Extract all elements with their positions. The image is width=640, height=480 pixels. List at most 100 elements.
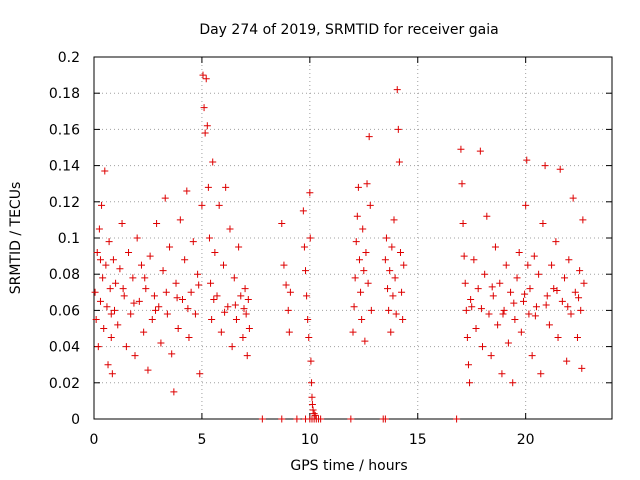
- data-point: [504, 339, 512, 347]
- data-point: [521, 290, 529, 298]
- chart-title: Day 274 of 2019, SRMTID for receiver gai…: [199, 22, 498, 38]
- data-point: [545, 321, 553, 329]
- data-point: [350, 303, 358, 311]
- data-point: [476, 147, 484, 155]
- data-point: [150, 292, 158, 300]
- data-point: [170, 388, 178, 396]
- data-point: [103, 303, 111, 311]
- data-point: [541, 162, 549, 170]
- data-point: [385, 306, 393, 314]
- data-point: [393, 86, 401, 94]
- x-tick-label: 20: [517, 432, 535, 448]
- data-point: [208, 315, 216, 323]
- data-point: [317, 415, 325, 423]
- data-point: [453, 415, 461, 423]
- data-point: [125, 248, 133, 256]
- x-tick-labels: 0 5 10 15 20: [90, 432, 535, 448]
- data-point: [513, 274, 521, 282]
- data-point: [116, 265, 124, 273]
- data-point: [155, 303, 163, 311]
- data-point: [142, 285, 150, 293]
- data-point: [457, 145, 465, 153]
- data-point: [303, 292, 311, 300]
- data-point: [477, 305, 485, 313]
- data-point: [389, 292, 397, 300]
- y-axis-title: SRMTID / TECUs: [8, 182, 24, 295]
- data-point: [394, 125, 402, 133]
- data-point: [278, 415, 286, 423]
- data-point: [308, 401, 316, 409]
- data-point: [577, 306, 585, 314]
- data-point: [286, 288, 294, 296]
- data-point: [309, 406, 317, 414]
- data-point: [284, 306, 292, 314]
- data-point: [520, 297, 528, 305]
- data-point: [399, 315, 407, 323]
- data-point: [472, 325, 480, 332]
- y-tick-label: 0.08: [49, 267, 80, 283]
- data-point: [388, 243, 396, 251]
- data-point: [235, 243, 243, 251]
- grid-lines: [94, 57, 612, 419]
- data-point: [481, 270, 489, 278]
- data-point: [168, 350, 176, 358]
- data-point: [358, 315, 366, 323]
- data-point: [300, 243, 308, 251]
- data-point: [311, 411, 319, 419]
- data-point: [118, 220, 126, 228]
- data-point: [114, 321, 122, 329]
- data-point: [221, 308, 229, 316]
- data-point: [162, 288, 170, 296]
- data-point: [102, 261, 110, 269]
- data-point: [232, 315, 240, 323]
- data-point: [104, 361, 112, 369]
- data-point: [367, 306, 375, 314]
- data-point: [282, 281, 290, 289]
- data-point: [242, 310, 250, 318]
- data-point: [131, 352, 139, 360]
- data-point: [161, 194, 169, 202]
- y-tick-label: 0.2: [58, 50, 80, 66]
- data-point: [213, 292, 221, 300]
- data-point: [542, 301, 550, 309]
- x-tick-label: 5: [197, 432, 206, 448]
- data-point: [362, 248, 370, 256]
- data-point: [353, 212, 361, 220]
- data-point: [567, 310, 575, 318]
- data-point: [360, 267, 368, 275]
- data-point: [181, 256, 189, 264]
- data-point: [111, 306, 119, 314]
- data-point: [573, 334, 581, 342]
- data-point: [207, 279, 215, 287]
- data-point: [209, 158, 217, 166]
- data-points: [91, 71, 588, 423]
- data-point: [510, 299, 518, 307]
- data-point: [112, 279, 120, 287]
- data-point: [133, 234, 141, 242]
- data-point: [556, 165, 564, 173]
- data-point: [240, 305, 248, 313]
- data-point: [525, 310, 533, 318]
- data-point: [105, 238, 113, 246]
- data-point: [400, 261, 408, 269]
- data-point: [578, 364, 586, 372]
- data-point: [189, 238, 197, 246]
- data-point: [535, 270, 543, 278]
- data-point: [474, 285, 482, 293]
- data-point: [390, 216, 398, 224]
- data-point: [127, 310, 135, 318]
- data-point: [191, 310, 199, 318]
- data-point: [148, 315, 156, 323]
- data-point: [361, 337, 369, 345]
- data-point: [489, 292, 497, 300]
- data-point: [543, 292, 551, 300]
- data-point: [550, 285, 558, 293]
- data-point: [94, 343, 102, 351]
- data-point: [352, 238, 360, 246]
- data-point: [106, 285, 114, 293]
- data-point: [226, 225, 234, 233]
- data-point: [466, 379, 474, 387]
- y-tick-label: 0.02: [49, 376, 80, 392]
- data-point: [460, 252, 468, 260]
- data-point: [349, 328, 357, 336]
